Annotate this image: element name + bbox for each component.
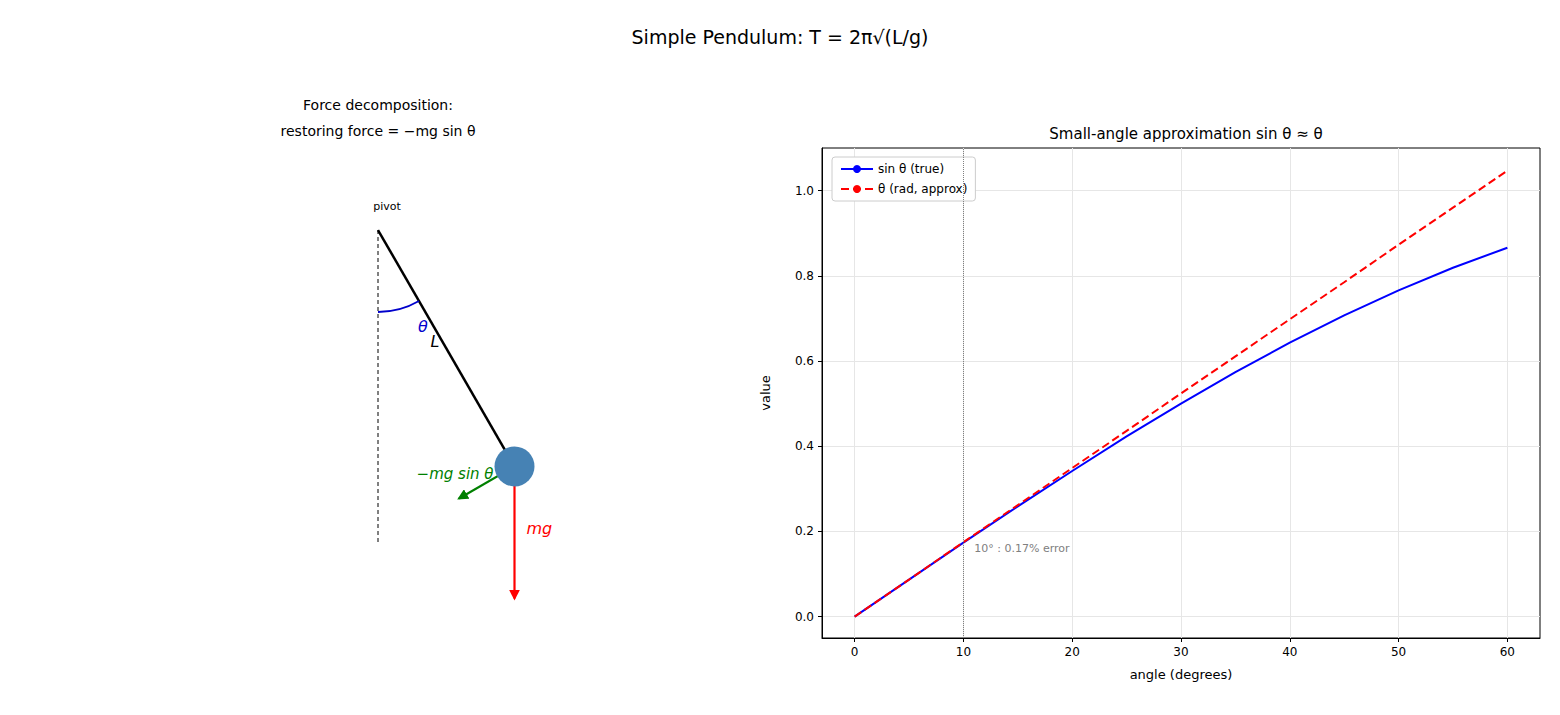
svg-text:0: 0 [851,645,859,659]
svg-text:0.6: 0.6 [795,354,814,368]
svg-text:angle (degrees): angle (degrees) [1130,667,1233,682]
svg-text:0.8: 0.8 [795,269,814,283]
svg-text:L: L [431,332,440,351]
svg-text:Small-angle approximation sin: Small-angle approximation sin θ ≈ θ [1049,125,1322,143]
svg-text:mg: mg [527,519,553,538]
svg-text:40: 40 [1282,645,1297,659]
svg-text:0.4: 0.4 [795,439,814,453]
svg-text:0.0: 0.0 [795,610,814,624]
svg-text:θ: θ [418,317,428,336]
svg-text:10: 10 [956,645,971,659]
svg-text:sin θ (true): sin θ (true) [878,162,944,176]
svg-text:Simple Pendulum: T = 2π√(L/g): Simple Pendulum: T = 2π√(L/g) [632,26,929,48]
svg-text:30: 30 [1173,645,1188,659]
svg-text:20: 20 [1065,645,1080,659]
svg-text:50: 50 [1391,645,1406,659]
svg-text:60: 60 [1500,645,1515,659]
svg-text:restoring force = −mg sin θ: restoring force = −mg sin θ [281,123,476,139]
svg-text:Force decomposition:: Force decomposition: [303,97,453,113]
svg-text:1.0: 1.0 [795,184,814,198]
svg-text:10° : 0.17% error: 10° : 0.17% error [974,542,1070,555]
svg-text:pivot: pivot [373,200,401,213]
svg-text:−mg sin θ: −mg sin θ [417,465,494,483]
svg-text:θ (rad, approx): θ (rad, approx) [878,182,967,196]
svg-text:0.2: 0.2 [795,524,814,538]
svg-text:value: value [758,375,773,411]
